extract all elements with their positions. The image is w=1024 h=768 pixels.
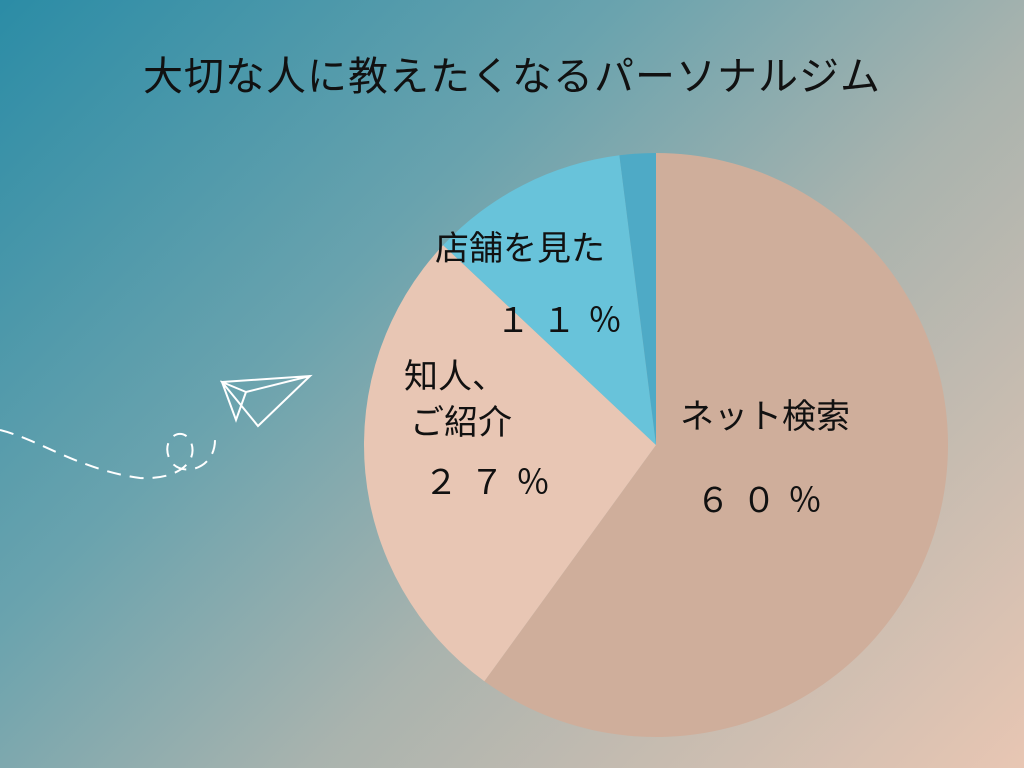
value-label: ２７％ <box>424 463 562 503</box>
label-text: ご紹介 <box>410 403 512 443</box>
label-text: ネット検索 <box>680 397 850 437</box>
pie-slice-0 <box>484 153 948 737</box>
value-label: １１％ <box>496 301 634 341</box>
paper-airplane-icon <box>0 374 313 480</box>
label-text: 店舗を見た <box>435 229 605 269</box>
value-label: ６０％ <box>696 481 834 521</box>
pie-slice-3 <box>619 153 656 445</box>
slice-label-store: 店舗を見た １１％ <box>406 226 634 344</box>
pie-slice-1 <box>364 245 656 682</box>
pie-slice-2 <box>443 155 656 446</box>
chart-title: 大切な人に教えたくなるパーソナルジム <box>143 54 881 100</box>
label-text: 知人、 <box>404 357 506 397</box>
slice-label-net: ネット検索 ６０％ <box>680 394 850 524</box>
slice-label-referral: 知人、 ご紹介 ２７％ <box>404 354 562 506</box>
